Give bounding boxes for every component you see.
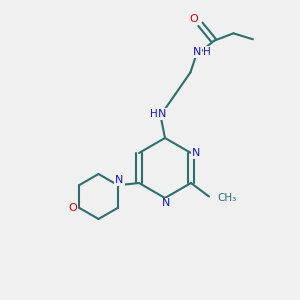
Text: N: N — [192, 148, 201, 158]
Text: CH₃: CH₃ — [218, 193, 237, 203]
Text: N: N — [162, 198, 171, 208]
Text: N: N — [158, 109, 166, 119]
Text: N: N — [115, 175, 124, 185]
Text: N: N — [193, 47, 202, 57]
Text: O: O — [189, 14, 198, 24]
Text: H: H — [150, 109, 158, 119]
Text: H: H — [203, 47, 211, 57]
Text: O: O — [68, 203, 77, 213]
